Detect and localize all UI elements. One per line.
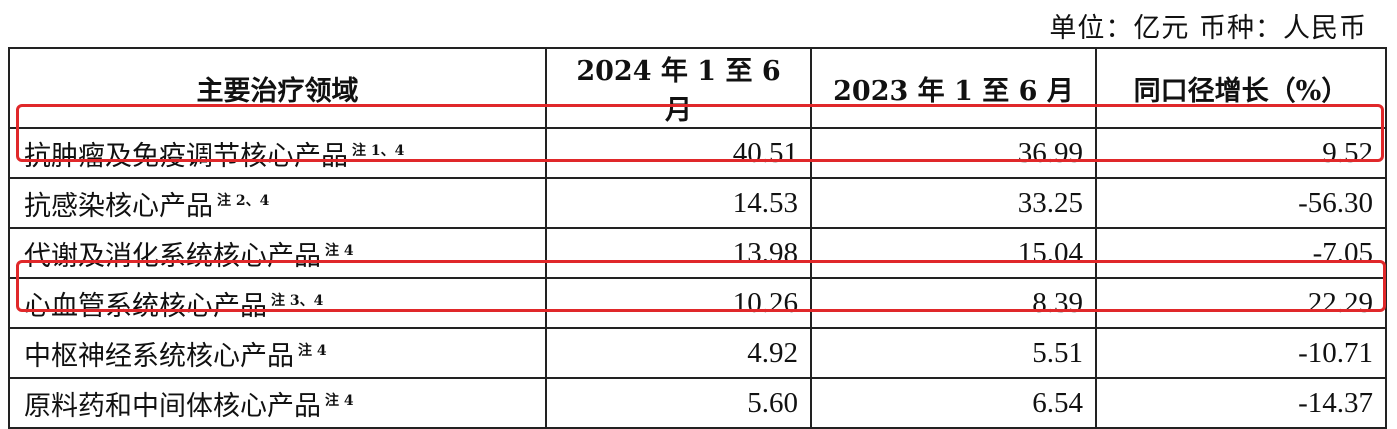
- header-area: 主要治疗领域: [8, 47, 547, 129]
- growth-value: -14.37: [1095, 377, 1387, 429]
- header-row: 主要治疗领域 2024 年 1 至 6 月 2023 年 1 至 6 月 同口径…: [8, 47, 1387, 129]
- value-2024: 10.26: [545, 277, 812, 329]
- value-2023: 36.99: [810, 127, 1097, 179]
- value-2023: 8.39: [810, 277, 1097, 329]
- value-2023: 5.51: [810, 327, 1097, 379]
- note-ref: 注 4: [298, 342, 327, 359]
- growth-value: -10.71: [1095, 327, 1387, 379]
- area-label: 抗感染核心产品: [24, 190, 213, 222]
- growth-value: 22.29: [1095, 277, 1387, 329]
- value-2023: 6.54: [810, 377, 1097, 429]
- growth-value: -7.05: [1095, 227, 1387, 279]
- header-growth: 同口径增长（%）: [1095, 47, 1387, 129]
- note-ref: 注 4: [325, 392, 354, 409]
- area-label: 抗肿瘤及免疫调节核心产品: [24, 140, 348, 172]
- table-row: 抗肿瘤及免疫调节核心产品注 1、4 40.51 36.99 9.52: [8, 127, 1387, 179]
- area-name: 中枢神经系统核心产品注 4: [8, 327, 547, 379]
- area-name: 原料药和中间体核心产品注 4: [8, 377, 547, 429]
- value-2023: 15.04: [810, 227, 1097, 279]
- area-label: 中枢神经系统核心产品: [24, 340, 294, 372]
- area-name: 心血管系统核心产品注 3、4: [8, 277, 547, 329]
- header-2024: 2024 年 1 至 6 月: [545, 47, 812, 129]
- note-ref: 注 3、4: [271, 292, 324, 309]
- header-2023: 2023 年 1 至 6 月: [810, 47, 1097, 129]
- value-2023: 33.25: [810, 177, 1097, 229]
- value-2024: 40.51: [545, 127, 812, 179]
- area-label: 心血管系统核心产品: [24, 290, 267, 322]
- note-ref: 注 1、4: [352, 142, 405, 159]
- growth-value: 9.52: [1095, 127, 1387, 179]
- area-name: 抗肿瘤及免疫调节核心产品注 1、4: [8, 127, 547, 179]
- area-label: 代谢及消化系统核心产品: [24, 240, 321, 272]
- growth-value: -56.30: [1095, 177, 1387, 229]
- note-ref: 注 2、4: [217, 192, 270, 209]
- value-2024: 14.53: [545, 177, 812, 229]
- table-row: 抗感染核心产品注 2、4 14.53 33.25 -56.30: [8, 177, 1387, 229]
- area-label: 原料药和中间体核心产品: [24, 390, 321, 422]
- table-row: 心血管系统核心产品注 3、4 10.26 8.39 22.29: [8, 277, 1387, 329]
- area-name: 代谢及消化系统核心产品注 4: [8, 227, 547, 279]
- area-name: 抗感染核心产品注 2、4: [8, 177, 547, 229]
- value-2024: 13.98: [545, 227, 812, 279]
- value-2024: 4.92: [545, 327, 812, 379]
- table-row: 中枢神经系统核心产品注 4 4.92 5.51 -10.71: [8, 327, 1387, 379]
- value-2024: 5.60: [545, 377, 812, 429]
- unit-label: 单位：亿元 币种：人民币: [1049, 13, 1367, 44]
- therapeutic-area-revenue-table: 主要治疗领域 2024 年 1 至 6 月 2023 年 1 至 6 月 同口径…: [8, 47, 1387, 429]
- table-row: 原料药和中间体核心产品注 4 5.60 6.54 -14.37: [8, 377, 1387, 429]
- note-ref: 注 4: [325, 242, 354, 259]
- table-row: 代谢及消化系统核心产品注 4 13.98 15.04 -7.05: [8, 227, 1387, 279]
